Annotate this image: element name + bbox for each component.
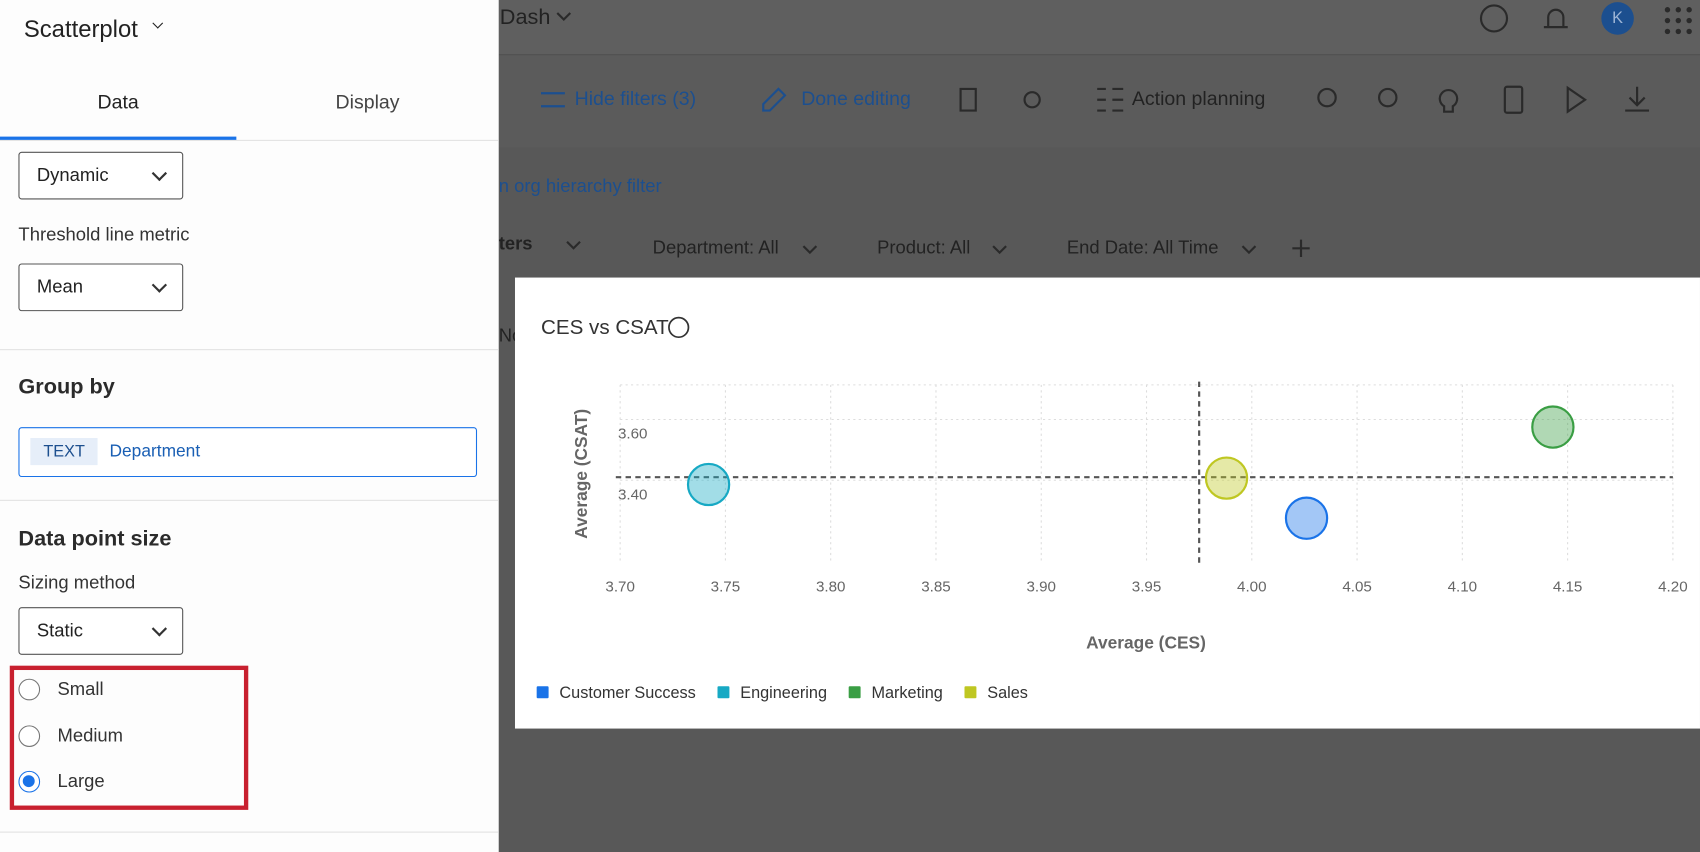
highlight-box bbox=[9, 665, 249, 810]
chevron bbox=[152, 17, 164, 29]
legend-label: Marketing bbox=[871, 684, 942, 702]
help-icon[interactable] bbox=[1479, 4, 1509, 33]
field-type-tag: TEXT bbox=[30, 438, 98, 466]
dropdown[interactable]: Mean bbox=[18, 263, 184, 312]
edit-icon[interactable] bbox=[762, 87, 787, 112]
dropdown[interactable]: Dynamic bbox=[18, 151, 184, 200]
idea-icon[interactable] bbox=[959, 87, 977, 112]
legend-swatch bbox=[717, 686, 730, 699]
x-tick-label: 3.95 bbox=[1132, 579, 1162, 596]
tab[interactable]: Display bbox=[335, 91, 400, 113]
x-tick-label: 3.75 bbox=[711, 579, 741, 596]
legend-label: Engineering bbox=[740, 684, 827, 702]
chart-title: CES vs CSAT bbox=[541, 316, 669, 339]
settings-icon[interactable] bbox=[1023, 91, 1041, 109]
section-heading: Group by bbox=[18, 375, 115, 399]
y-tick-label: 3.60 bbox=[618, 426, 647, 443]
x-tick-label: 3.90 bbox=[1026, 579, 1056, 596]
x-tick-label: 4.00 bbox=[1237, 579, 1267, 596]
toolbar-button[interactable]: Hide filters (3) bbox=[574, 87, 697, 110]
radio-label[interactable]: Large bbox=[57, 770, 105, 792]
toolbar-button[interactable]: Done editing bbox=[801, 87, 911, 110]
side-panel: Scatterplot Data Display Dynamic Thresho… bbox=[0, 0, 499, 852]
info-icon[interactable] bbox=[668, 316, 690, 339]
y-tick-label: 3.40 bbox=[618, 486, 647, 503]
x-tick-label: 4.05 bbox=[1342, 579, 1371, 596]
radio-button[interactable] bbox=[18, 678, 41, 701]
section-heading: Data point size bbox=[18, 526, 172, 551]
field-label: Sizing method bbox=[18, 572, 136, 594]
idea-icon[interactable] bbox=[1438, 89, 1459, 113]
x-tick-label: 3.70 bbox=[605, 579, 635, 596]
legend-swatch bbox=[964, 686, 977, 699]
search-icon[interactable] bbox=[1377, 87, 1398, 108]
x-tick-label: 3.80 bbox=[816, 579, 846, 596]
field-label: Threshold line metric bbox=[18, 224, 190, 246]
field-name: Department bbox=[109, 442, 201, 461]
top-bar bbox=[498, 0, 1700, 55]
filter-chip[interactable]: Department: All bbox=[652, 237, 779, 259]
filter-chip[interactable]: End Date: All Time bbox=[1066, 237, 1219, 259]
active-tab-indicator bbox=[0, 136, 237, 140]
data-point bbox=[686, 462, 731, 507]
legend-swatch bbox=[536, 686, 549, 699]
data-point bbox=[1531, 405, 1575, 449]
x-tick-label: 4.15 bbox=[1553, 579, 1583, 596]
x-tick-label: 4.20 bbox=[1658, 579, 1688, 596]
filter-link[interactable]: n org hierarchy filter bbox=[498, 175, 662, 197]
filter-chip[interactable]: Product: All bbox=[877, 237, 971, 259]
mobile-icon[interactable] bbox=[1503, 85, 1524, 114]
legend-label: Customer Success bbox=[559, 684, 695, 702]
play-icon[interactable] bbox=[1566, 85, 1587, 114]
data-point bbox=[1204, 456, 1249, 500]
download-icon[interactable] bbox=[1625, 86, 1650, 112]
chevron bbox=[556, 12, 572, 22]
radio-button[interactable] bbox=[18, 724, 41, 747]
filter-label: ters bbox=[498, 233, 533, 254]
panel-title[interactable]: Scatterplot bbox=[23, 15, 138, 43]
radio-label[interactable]: Small bbox=[57, 678, 104, 700]
tab[interactable]: Data bbox=[97, 91, 139, 113]
group-by-field[interactable] bbox=[18, 427, 478, 478]
legend-label: Sales bbox=[987, 684, 1028, 702]
legend-swatch bbox=[848, 686, 861, 699]
search-icon[interactable] bbox=[1317, 87, 1337, 108]
dropdown[interactable]: Static bbox=[18, 607, 184, 655]
list-icon[interactable] bbox=[1097, 87, 1124, 112]
filter-icon[interactable] bbox=[541, 92, 565, 108]
x-tick-label: 3.85 bbox=[921, 579, 951, 596]
toolbar-button[interactable]: Action planning bbox=[1131, 87, 1266, 110]
radio-button[interactable] bbox=[18, 770, 41, 793]
dashboard-title[interactable]: Dash bbox=[499, 5, 551, 30]
x-tick-label: 4.10 bbox=[1448, 579, 1478, 596]
chevrons bbox=[566, 241, 1257, 255]
y-axis-label: Average (CSAT) bbox=[571, 409, 591, 539]
data-point bbox=[1284, 496, 1329, 540]
add-filter[interactable] bbox=[1292, 239, 1310, 257]
bell-icon[interactable] bbox=[1543, 8, 1568, 29]
radio-label[interactable]: Medium bbox=[57, 724, 124, 746]
chart-card bbox=[514, 277, 1700, 729]
x-axis-label: Average (CES) bbox=[1086, 633, 1206, 653]
avatar[interactable]: K bbox=[1601, 2, 1634, 35]
